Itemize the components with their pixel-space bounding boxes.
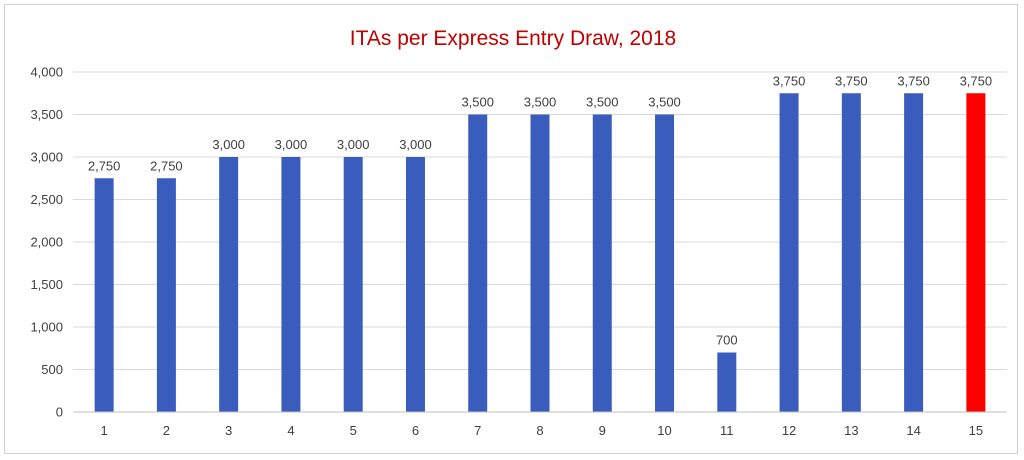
data-label: 700 [716, 333, 738, 348]
bar [717, 352, 737, 412]
y-tick-label: 500 [41, 362, 63, 377]
data-label: 3,750 [835, 73, 868, 88]
bar [655, 114, 675, 412]
x-tick-label: 7 [474, 423, 481, 438]
bar-chart: ITAs per Express Entry Draw, 2018 0 500 1,… [30, 27, 1007, 438]
bar [592, 114, 612, 412]
x-tick-label: 10 [657, 423, 671, 438]
x-tick-label: 9 [599, 423, 606, 438]
bar [530, 114, 550, 412]
x-axis-ticks: 1 2 3 4 5 6 7 8 9 10 11 12 13 14 15 [101, 423, 984, 438]
data-label: 3,500 [461, 95, 494, 110]
y-tick-label: 3,000 [30, 150, 63, 165]
bar [468, 114, 488, 412]
x-tick-label: 14 [906, 423, 920, 438]
x-tick-label: 11 [720, 423, 734, 438]
y-tick-label: 0 [56, 405, 63, 420]
bar [343, 157, 363, 412]
x-tick-label: 2 [163, 423, 170, 438]
bar [281, 157, 301, 412]
data-label: 3,500 [524, 95, 557, 110]
data-labels: 2,750 2,750 3,000 3,000 3,000 3,000 3,500 3,500… [88, 73, 992, 347]
x-tick-label: 15 [969, 423, 983, 438]
bar [966, 93, 986, 412]
data-label: 2,750 [150, 158, 183, 173]
data-label: 3,000 [337, 137, 370, 152]
y-tick-label: 1,500 [30, 277, 63, 292]
y-axis-ticks: 0 500 1,000 1,500 2,000 2,500 3,000 3,500 4,000 [30, 65, 63, 420]
y-tick-label: 4,000 [30, 65, 63, 80]
y-tick-label: 2,000 [30, 235, 63, 250]
bar [904, 93, 924, 412]
x-tick-label: 12 [782, 423, 796, 438]
x-tick-label: 13 [844, 423, 858, 438]
bar [841, 93, 861, 412]
data-label: 3,750 [773, 73, 806, 88]
data-label: 3,000 [212, 137, 245, 152]
data-label: 3,750 [897, 73, 930, 88]
bar [405, 157, 425, 412]
bar [219, 157, 239, 412]
bars [94, 93, 986, 412]
x-tick-label: 6 [412, 423, 419, 438]
chart-title: ITAs per Express Entry Draw, 2018 [350, 27, 676, 50]
x-tick-label: 1 [101, 423, 108, 438]
data-label: 3,750 [960, 73, 993, 88]
data-label: 2,750 [88, 158, 121, 173]
x-tick-label: 3 [225, 423, 232, 438]
data-label: 3,500 [648, 95, 681, 110]
x-tick-label: 4 [287, 423, 294, 438]
data-label: 3,000 [275, 137, 308, 152]
x-tick-label: 5 [350, 423, 357, 438]
bar [94, 178, 114, 412]
y-tick-label: 3,500 [30, 107, 63, 122]
bar [779, 93, 799, 412]
y-tick-label: 1,000 [30, 320, 63, 335]
bar [156, 178, 176, 412]
x-tick-label: 8 [536, 423, 543, 438]
chart-frame: ITAs per Express Entry Draw, 2018 0 500 1,… [4, 4, 1018, 454]
data-label: 3,000 [399, 137, 432, 152]
data-label: 3,500 [586, 95, 619, 110]
y-tick-label: 2,500 [30, 192, 63, 207]
